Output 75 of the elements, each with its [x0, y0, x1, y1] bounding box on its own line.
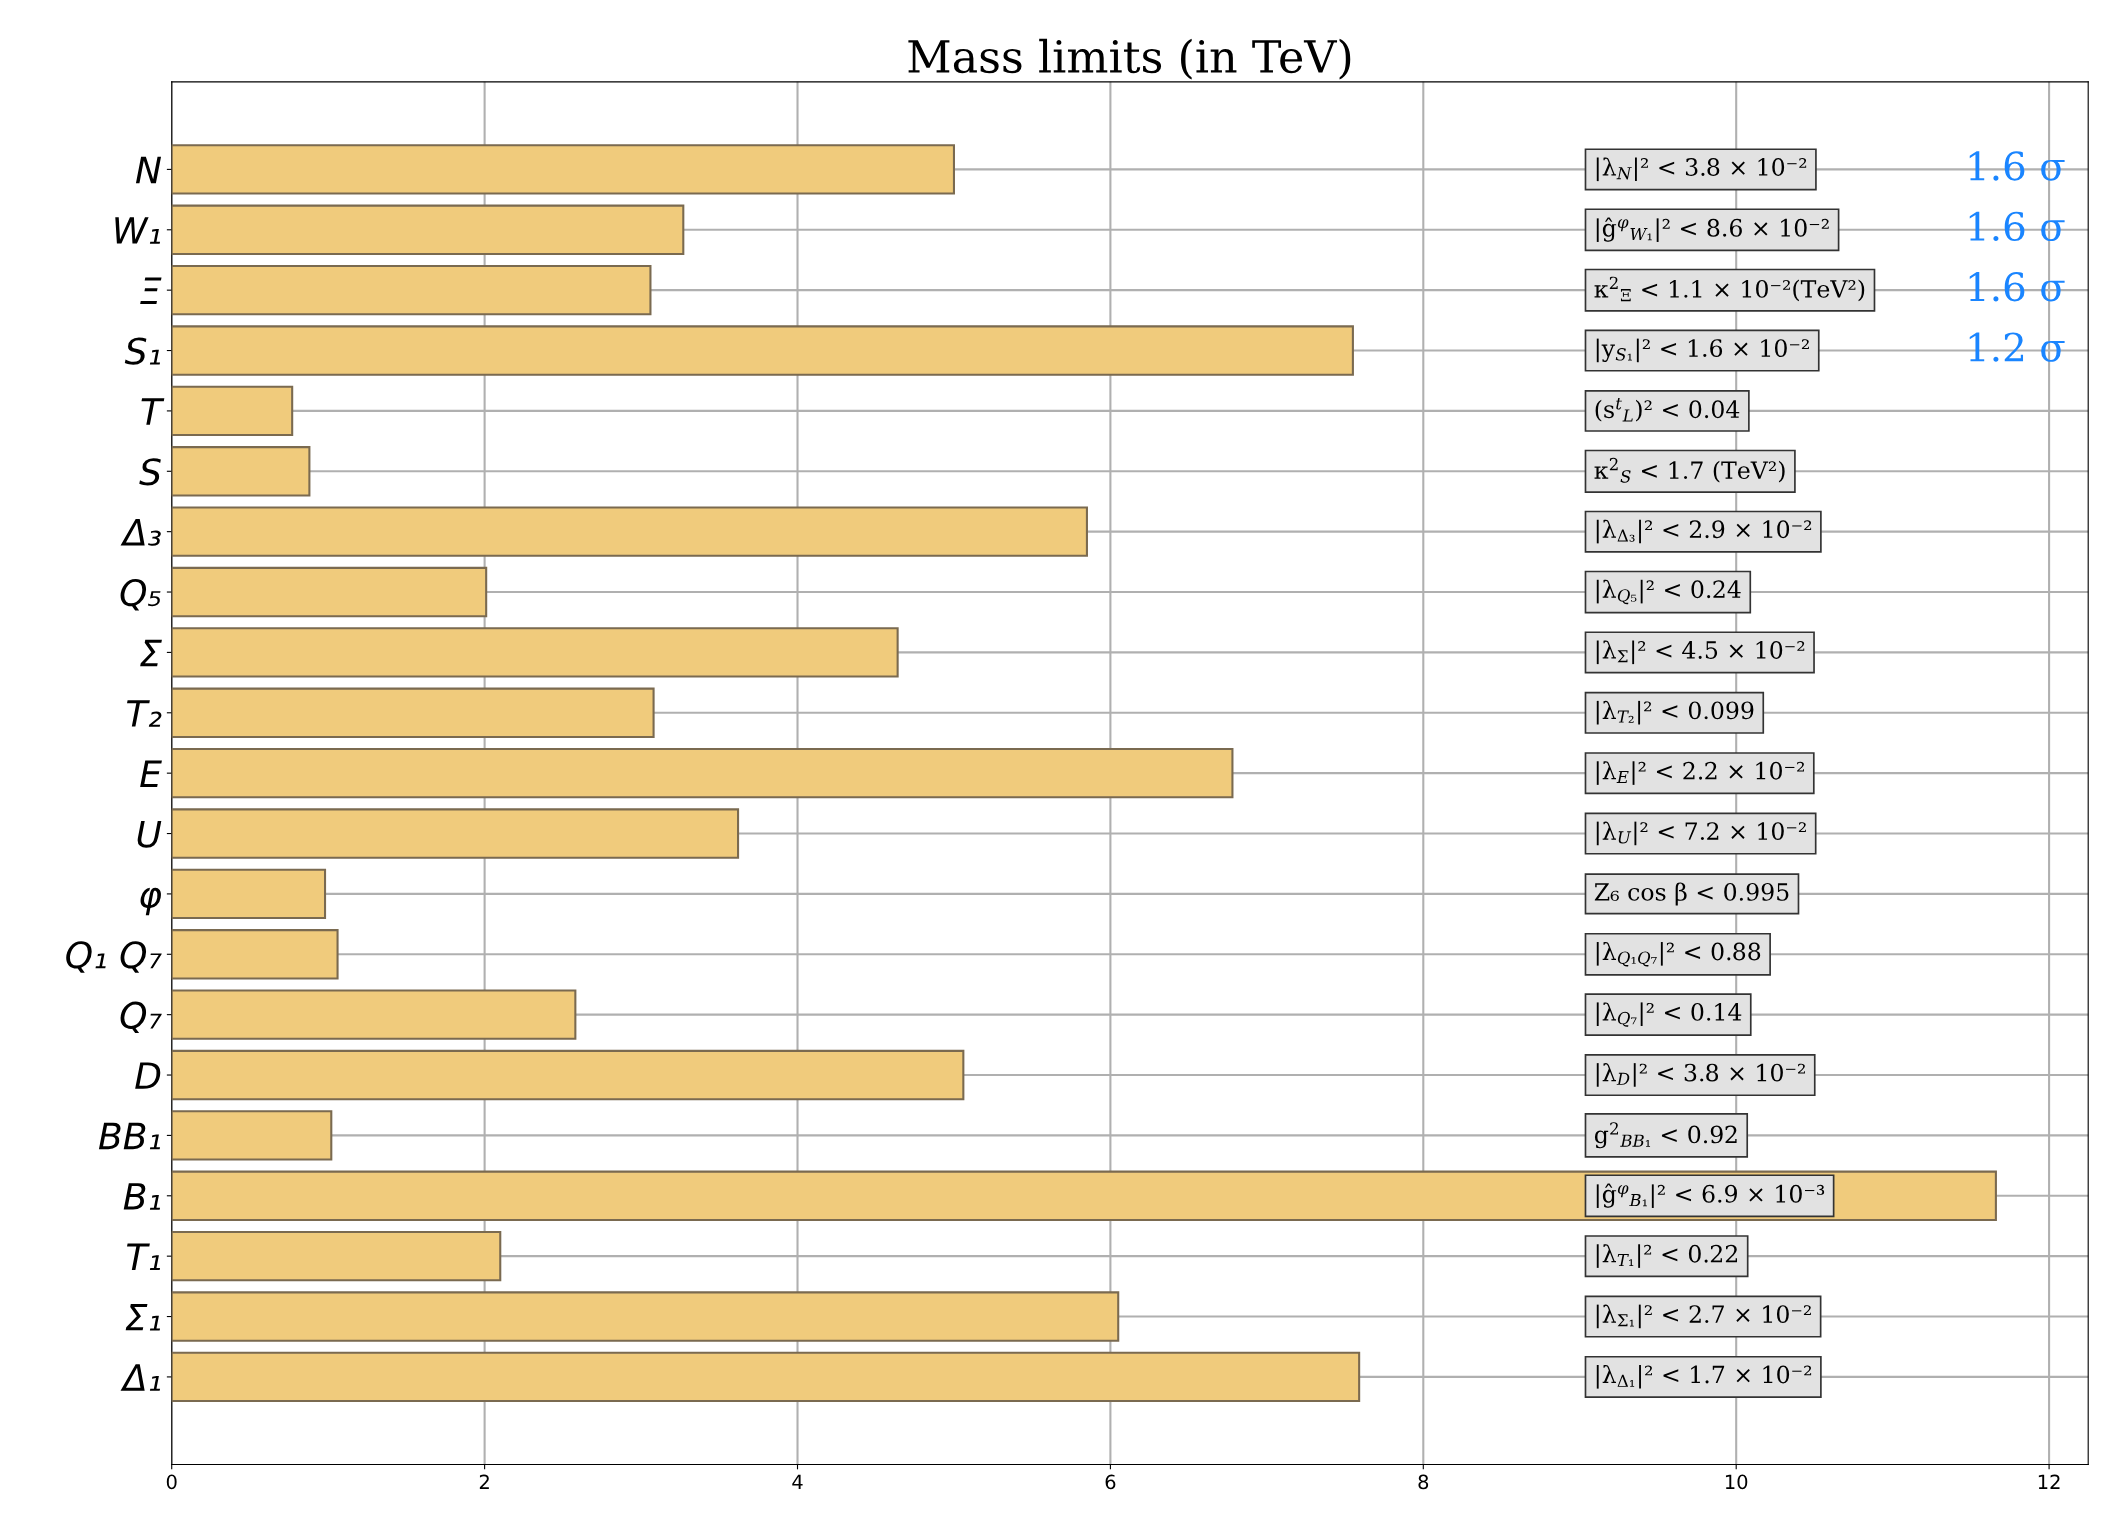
- annotation: |ĝ$^{φ}$$_{B₁}$|² < 6.9 × 10⁻³: [1596, 1183, 1825, 1208]
- annotation: κ$^{2}$$_{Ξ}$ < 1.1 × 10⁻²(TeV²): [1594, 276, 1865, 302]
- y-tick-label: S: [139, 458, 161, 486]
- annotation: |λ$_{Q₁Q₇}$|² < 0.88: [1596, 942, 1761, 967]
- bar: [171, 264, 652, 316]
- y-tick-label: Q₇: [120, 1001, 162, 1034]
- bar: [171, 1291, 1120, 1342]
- y-tick-label: Q₅: [120, 578, 161, 611]
- y-tick-label: T: [141, 398, 165, 425]
- y-tick-label: Δ₃: [120, 519, 161, 546]
- annotation: |λ$_{T₁}$|² < 0.22: [1596, 1244, 1737, 1268]
- y-tick-label: Q₁ Q₇: [66, 941, 162, 973]
- x-tick-label: 12: [2038, 1474, 2060, 1489]
- bar: [171, 687, 655, 738]
- bar: [171, 1049, 965, 1101]
- annotation: |ĝ$^{φ}$$_{W₁}$|² < 8.6 × 10⁻²: [1596, 217, 1829, 242]
- annotation: |λ$_{Σ₁}$|² < 2.7 × 10⁻²: [1596, 1304, 1811, 1329]
- annotation: 1.6 σ: [1969, 272, 2065, 302]
- y-tick-label: T₂: [127, 700, 162, 727]
- annotation: |λ$_{Q₅}$|² < 0.24: [1596, 579, 1741, 605]
- annotation: g$^{2}$$_{BB₁}$ < 0.92: [1594, 1122, 1737, 1149]
- bar: [171, 1110, 333, 1161]
- annotation: κ$^{2}$$_{S}$ < 1.7 (TeV²): [1594, 457, 1785, 483]
- bar: [171, 144, 955, 195]
- annotation: Z₆ cos β < 0.995: [1594, 882, 1789, 906]
- bar: [171, 506, 1088, 557]
- x-tick-label: 0: [166, 1474, 177, 1490]
- annotation: 1.2 σ: [1969, 332, 2065, 362]
- y-tick-label: BB₁: [98, 1122, 161, 1150]
- x-tick-label: 10: [1725, 1474, 1748, 1490]
- annotation: |λ$_{Δ₃}$|² < 2.9 × 10⁻²: [1596, 519, 1812, 544]
- y-tick-label: T₁: [127, 1243, 161, 1271]
- chart-title: Mass limits (in TeV): [908, 38, 1351, 80]
- annotation: 1.6 σ: [1969, 151, 2065, 181]
- x-tick-label: 2: [479, 1474, 489, 1489]
- y-tick-label: E: [140, 760, 162, 787]
- y-tick-label: S₁: [124, 337, 161, 365]
- y-tick-label: D: [135, 1062, 161, 1089]
- bar: [171, 1170, 1997, 1221]
- annotation: |λ$_{N}$|² < 3.8 × 10⁻²: [1596, 157, 1807, 182]
- y-tick-label: N: [135, 156, 162, 184]
- bar: [171, 385, 294, 437]
- y-tick-label: φ: [140, 887, 161, 916]
- y-tick-label: W₁: [115, 217, 161, 244]
- y-tick-label: Δ₁: [120, 1364, 161, 1391]
- y-tick-label: U: [137, 820, 162, 848]
- bar: [171, 446, 311, 497]
- bar: [171, 808, 740, 859]
- annotation: |λ$_{T₂}$|² < 0.099: [1596, 700, 1754, 725]
- annotation: |λ$_{Δ₁}$|² < 1.7 × 10⁻²: [1596, 1364, 1812, 1389]
- y-tick-label: Σ: [140, 639, 162, 667]
- annotation: 1.6 σ: [1969, 211, 2065, 242]
- annotation: |λ$_{Q₇}$|² < 0.14: [1596, 1002, 1742, 1027]
- bar: [171, 989, 577, 1040]
- x-tick-label: 8: [1418, 1474, 1429, 1490]
- y-tick-label: B₁: [123, 1183, 161, 1210]
- annotation: |λ$_{Σ}$|² < 4.5 × 10⁻²: [1596, 640, 1805, 665]
- annotation: |λ$_{E}$|² < 2.2 × 10⁻²: [1596, 761, 1804, 785]
- annotation: |y$_{S₁}$|² < 1.6 × 10⁻²: [1596, 338, 1809, 363]
- y-tick-label: Ξ: [140, 277, 162, 304]
- annotation: |λ$_{D}$|² < 3.8 × 10⁻²: [1596, 1063, 1805, 1087]
- bar: [171, 566, 488, 618]
- bar: [171, 868, 327, 920]
- bar: [171, 1351, 1361, 1403]
- bar: [171, 1230, 502, 1282]
- bar: [171, 325, 1354, 376]
- bar: [171, 627, 899, 678]
- y-tick-label: Σ₁: [125, 1303, 161, 1331]
- annotation: (s$^{t}$$_{L}$)² < 0.04: [1595, 397, 1740, 422]
- annotation: |λ$_{U}$|² < 7.2 × 10⁻²: [1596, 821, 1806, 846]
- bar: [171, 204, 685, 255]
- bar: [171, 747, 1234, 799]
- bar: [171, 929, 339, 980]
- x-tick-label: 4: [792, 1474, 803, 1489]
- x-tick-label: 6: [1105, 1474, 1116, 1490]
